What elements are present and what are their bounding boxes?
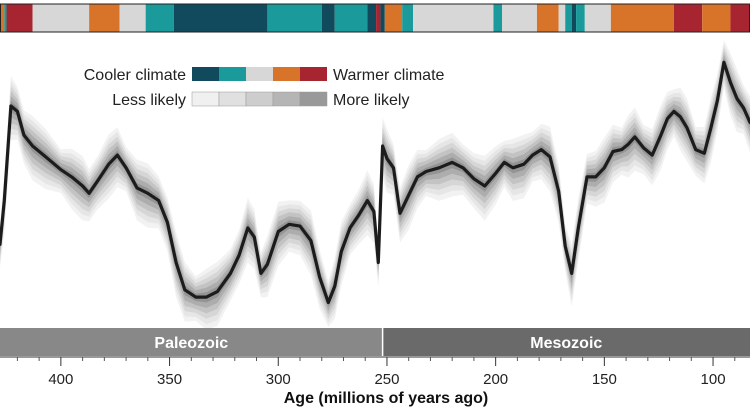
likelihood-band-4 [0,54,750,311]
legend-likelihood-swatches [191,91,328,107]
climate-band-segment-15 [402,4,414,32]
legend-climate-swatches [192,67,327,81]
x-tick-label-350: 350 [157,371,182,388]
climate-band-segment-20 [558,4,566,32]
climate-band-segment-23 [576,4,585,32]
climate-band-segment-4 [89,4,120,32]
climate-swatch-2 [246,67,273,81]
likelihood-swatch-3 [272,91,301,107]
climate-band-segment-14 [384,4,403,32]
climate-band-segment-17 [493,4,503,32]
likelihood-swatch-1 [218,91,247,107]
climate-band-segment-21 [565,4,572,32]
climate-band-segment-0 [0,4,5,32]
climate-band-segment-13 [380,4,385,32]
x-tick-label-100: 100 [701,371,726,388]
era-block-paleozoic [0,328,383,356]
x-axis: 400 350 300 250 200 150 100 [0,356,750,388]
climate-band-segment-11 [367,4,377,32]
climate-band-segment-27 [702,4,731,32]
legend-warmer-label: Warmer climate [333,67,445,84]
legend-cooler-label: Cooler climate [84,67,186,84]
climate-band-segment-18 [502,4,537,32]
x-tick-label-400: 400 [48,371,73,388]
climate-band-segment-5 [119,4,146,32]
likelihood-swatch-0 [191,91,220,107]
likelihood-swatch-4 [299,91,328,107]
temperature-median-line [0,60,750,305]
climate-state-band [0,3,750,33]
climate-band-segment-8 [267,4,322,32]
x-tick-label-150: 150 [592,371,617,388]
era-block-mesozoic [382,328,750,356]
era-label-paleozoic: Paleozoic [154,335,228,352]
x-tick-label-250: 250 [374,371,399,388]
climate-swatch-3 [273,67,300,81]
climate-band-segment-16 [413,4,494,32]
x-tick-label-300: 300 [266,371,291,388]
climate-band-segment-28 [730,4,750,32]
geologic-era-bar: Paleozoic Mesozoic [0,328,750,357]
climate-band-segment-24 [584,4,611,32]
climate-band-segment-2 [6,4,33,32]
climate-band-segment-7 [173,4,268,32]
era-label-mesozoic: Mesozoic [530,335,602,352]
legend: Cooler climate Warmer climate Less likel… [84,67,445,109]
legend-more-likely-label: More likely [333,92,409,109]
climate-swatch-0 [192,67,219,81]
likelihood-band-1 [0,43,750,325]
climate-swatch-1 [219,67,246,81]
likelihood-envelope [0,40,750,330]
climate-band-segment-1 [4,4,7,32]
climate-band-segment-6 [145,4,174,32]
x-axis-title: Age (millions of years ago) [284,390,488,407]
legend-less-likely-label: Less likely [112,92,186,109]
climate-band-segment-10 [334,4,368,32]
climate-band-segment-22 [571,4,577,32]
climate-band-segment-3 [32,4,90,32]
climate-band-segment-12 [376,4,381,32]
climate-band-segment-19 [536,4,559,32]
x-tick-label-200: 200 [483,371,508,388]
climate-band-segment-9 [321,4,335,32]
climate-swatch-4 [300,67,327,81]
climate-band-segment-26 [673,4,703,32]
likelihood-swatch-2 [245,91,274,107]
climate-band-segment-25 [610,4,674,32]
